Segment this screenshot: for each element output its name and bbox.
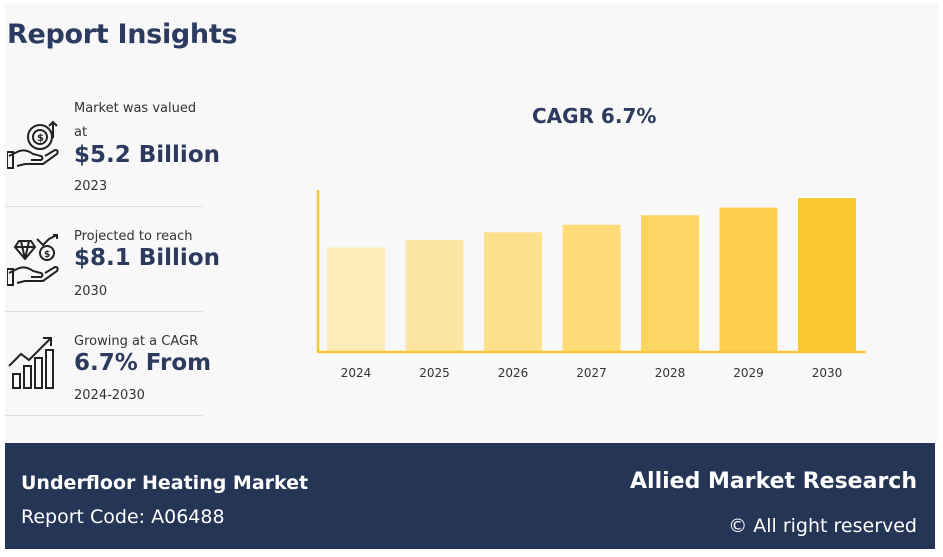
stat-label: Growing at a CAGR (74, 334, 199, 349)
stat-year: 2024-2030 (74, 388, 145, 403)
chart-title: CAGR 6.7% (532, 104, 657, 128)
stat-year: 2030 (74, 284, 108, 299)
bar-2025 (405, 239, 464, 352)
stat-label-cont: at (74, 125, 88, 140)
x-tick-label: 2030 (812, 366, 843, 380)
bar-2030 (798, 198, 856, 352)
x-tick-label: 2029 (733, 366, 764, 380)
stat-value: $8.1 Billion (74, 245, 220, 271)
stat-market-value: $ Market was valued at $5.2 Billion 2023 (5, 95, 220, 207)
growth-chart-icon (7, 332, 61, 389)
stat-value: $5.2 Billion (74, 142, 220, 168)
page-title: Report Insights (7, 19, 238, 50)
stat-label: Market was valued (74, 101, 197, 116)
divider (5, 206, 203, 207)
x-tick-label: 2024 (341, 366, 372, 380)
money-hand-icon: $ (6, 116, 61, 172)
diamond-hand-icon: $ (6, 233, 61, 289)
market-name: Underfloor Heating Market (21, 472, 309, 494)
x-tick-label: 2025 (419, 366, 450, 380)
bar-2024 (327, 247, 385, 352)
stat-year: 2023 (74, 179, 108, 194)
x-tick-label: 2028 (655, 366, 686, 380)
x-tick-label: 2026 (498, 366, 529, 380)
bar-2029 (719, 207, 778, 352)
copyright-text: © All right reserved (728, 515, 917, 537)
svg-text:$: $ (37, 133, 44, 144)
x-tick-label: 2027 (576, 366, 607, 380)
report-code: Report Code: A06488 (21, 506, 225, 528)
bar-2026 (484, 232, 542, 352)
svg-text:$: $ (44, 250, 50, 260)
stat-projected-value: $ Projected to reach $8.1 Billion 2030 (5, 207, 220, 312)
divider (5, 311, 203, 312)
stat-value: 6.7% From (74, 350, 212, 376)
bar-2027 (562, 224, 621, 352)
stat-cagr: Growing at a CAGR 6.7% From 2024-2030 (5, 312, 211, 416)
insights-panel (5, 4, 938, 443)
brand-name: Allied Market Research (630, 469, 917, 494)
bar-2028 (641, 215, 699, 352)
footer-bar: Underfloor Heating Market Report Code: A… (5, 443, 935, 549)
divider (5, 415, 203, 416)
stat-label: Projected to reach (74, 229, 193, 244)
